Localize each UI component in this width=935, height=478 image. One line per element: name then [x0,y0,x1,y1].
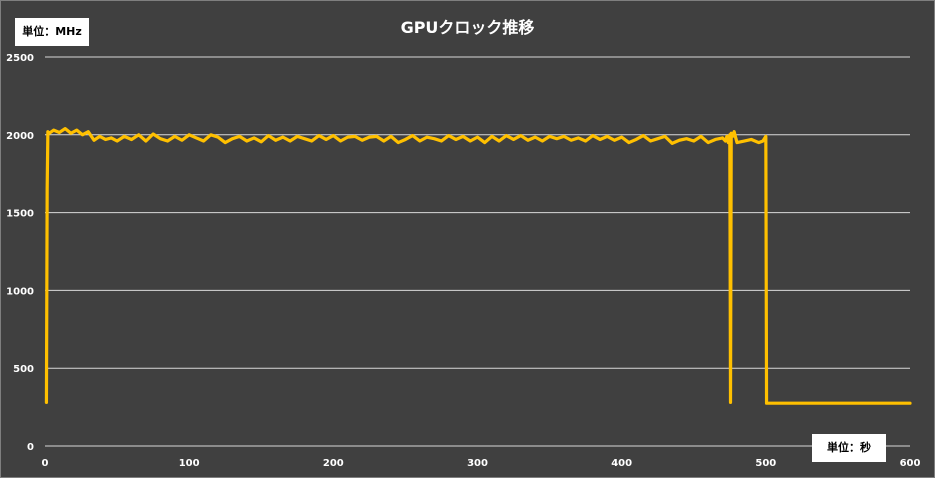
x-tick-label: 300 [467,458,488,469]
y-axis-unit-label: 単位：MHz [15,18,89,46]
y-tick-label: 1500 [6,209,34,220]
x-tick-label: 100 [179,458,200,469]
y-tick-label: 500 [13,364,34,375]
gridlines [45,56,910,447]
x-axis-ticks: 0 100 200 300 400 500 600 [42,458,921,469]
y-tick-label: 1000 [6,286,34,297]
x-tick-label: 400 [611,458,632,469]
y-tick-label: 0 [27,442,34,453]
y-axis-ticks: 0 500 1000 1500 2000 2500 [6,53,34,453]
series-layer [44,126,912,405]
chart-title: GPUクロック推移 [400,18,535,37]
x-tick-label: 600 [900,458,921,469]
x-tick-label: 0 [42,458,49,469]
x-tick-label: 500 [755,458,776,469]
x-tick-label: 200 [323,458,344,469]
y-tick-label: 2500 [6,53,34,64]
series-line-0 [44,126,912,405]
y-tick-label: 2000 [6,131,34,142]
x-axis-unit-label: 単位：秒 [812,434,886,462]
